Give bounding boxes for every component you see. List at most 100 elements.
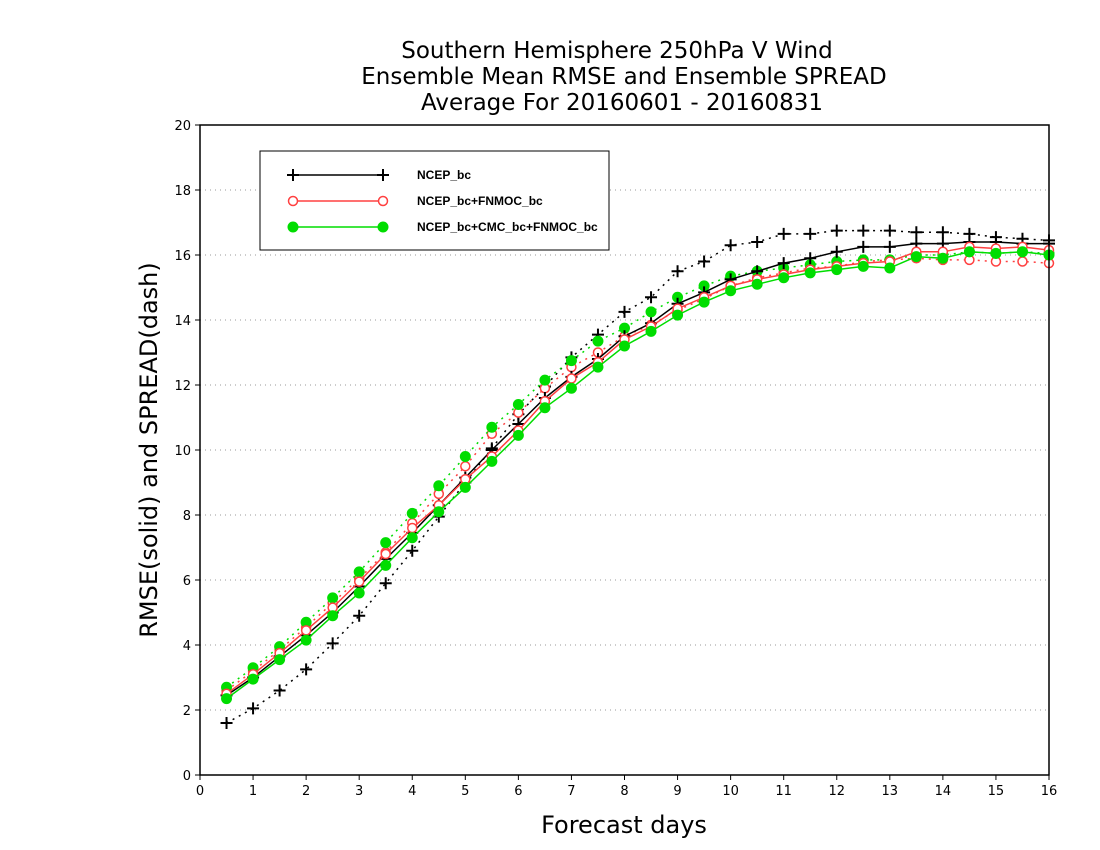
title-line-1: Southern Hemisphere 250hPa V Wind — [401, 38, 832, 64]
legend-label: NCEP_bc — [417, 168, 471, 182]
data-point-filled-circle — [857, 260, 869, 272]
data-point-filled-circle — [327, 610, 339, 622]
legend-item: NCEP_bc — [287, 168, 471, 182]
data-point-filled-circle — [937, 252, 949, 264]
data-point-filled-circle — [539, 374, 551, 386]
data-point-plus — [936, 226, 949, 239]
data-point-open-circle — [1017, 256, 1028, 267]
series-line — [226, 257, 1050, 692]
data-point-plus — [751, 236, 764, 248]
data-point-filled-circle — [619, 340, 630, 352]
data-point-filled-circle — [645, 306, 657, 318]
y-tick-label: 2 — [183, 704, 191, 719]
data-point-filled-circle — [884, 262, 896, 274]
x-tick-label: 16 — [1041, 784, 1058, 799]
data-point-filled-circle — [539, 402, 551, 414]
data-point-plus — [804, 227, 817, 240]
y-tick-label: 12 — [174, 379, 191, 394]
x-tick-label: 4 — [408, 784, 416, 799]
series-layer — [220, 224, 1055, 729]
x-tick-label: 5 — [461, 784, 469, 799]
data-point-plus — [830, 224, 843, 237]
data-point-filled-circle — [672, 309, 684, 321]
x-tick-label: 9 — [673, 784, 681, 799]
data-point-filled-circle — [353, 566, 365, 578]
data-point-filled-circle — [459, 481, 471, 493]
data-point-open-circle — [377, 195, 389, 207]
data-point-filled-circle — [380, 537, 392, 549]
y-tick-label: 4 — [183, 639, 191, 654]
series-ncep-bc-rmse — [220, 236, 1055, 702]
data-point-plus — [804, 252, 817, 265]
data-point-filled-circle — [247, 673, 259, 685]
x-tick-label: 6 — [514, 784, 522, 799]
x-axis-title: Forecast days — [541, 811, 707, 839]
data-point-filled-circle — [512, 429, 524, 441]
legend: NCEP_bc NCEP_bc+FNMOC_bc NCEP_bc+CMC_bc+FN… — [259, 150, 610, 251]
data-point-filled-circle — [377, 221, 389, 233]
data-point-plus — [247, 702, 260, 715]
data-point-plus — [220, 717, 233, 729]
data-point-open-circle — [380, 548, 391, 560]
chart-title: Southern Hemisphere 250hPa V Wind Ensemb… — [361, 38, 886, 116]
series-line — [226, 251, 1050, 688]
data-point-open-circle — [353, 576, 365, 587]
x-tick-label: 12 — [828, 784, 845, 799]
x-tick-label: 7 — [567, 784, 575, 799]
y-tick-label: 16 — [174, 249, 191, 264]
data-point-filled-circle — [433, 506, 445, 518]
x-tick-label: 13 — [882, 784, 899, 799]
series-line — [226, 229, 1050, 724]
x-tick-label: 8 — [620, 784, 628, 799]
data-point-filled-circle — [698, 296, 710, 308]
series-line — [226, 246, 1050, 695]
series-ncep-bc-spread — [220, 224, 1055, 729]
x-tick-label: 0 — [196, 784, 204, 799]
y-tick-label: 10 — [174, 444, 191, 459]
y-tick-label: 6 — [183, 574, 191, 589]
data-point-filled-circle — [831, 264, 843, 276]
legend-item: NCEP_bc+CMC_bc+FNMOC_bc — [287, 220, 598, 234]
x-tick-label: 1 — [249, 784, 257, 799]
data-point-filled-circle — [751, 278, 763, 290]
data-point-plus — [883, 240, 896, 253]
plot-frame — [199, 124, 1050, 776]
data-point-plus — [300, 663, 313, 676]
data-point-filled-circle — [380, 559, 392, 571]
data-point-filled-circle — [486, 421, 498, 433]
data-point-filled-circle — [645, 325, 657, 337]
data-point-plus — [671, 265, 684, 278]
data-point-filled-circle — [725, 285, 737, 297]
y-tick-label: 8 — [183, 509, 191, 524]
x-tick-label: 15 — [988, 784, 1005, 799]
data-point-plus — [353, 609, 366, 622]
data-point-filled-circle — [486, 455, 498, 467]
data-point-plus — [910, 226, 923, 239]
data-point-filled-circle — [300, 634, 312, 646]
data-point-plus — [273, 684, 286, 697]
data-point-open-circle — [460, 461, 471, 472]
data-point-filled-circle — [406, 532, 418, 544]
x-tick-label: 14 — [935, 784, 952, 799]
data-point-filled-circle — [327, 592, 339, 604]
data-point-filled-circle — [459, 451, 471, 462]
data-point-filled-circle — [565, 355, 577, 367]
y-tick-label: 0 — [183, 769, 191, 784]
data-point-filled-circle — [592, 335, 604, 347]
data-point-filled-circle — [274, 654, 286, 666]
data-point-plus — [406, 544, 419, 557]
series-ncep-bc-fnmoc-bc-rmse — [221, 241, 1055, 699]
series-ncep-bc-cmc-bc-fnmoc-bc-rmse — [221, 246, 1055, 705]
data-point-filled-circle — [990, 247, 1002, 259]
legend-item: NCEP_bc+FNMOC_bc — [287, 194, 543, 208]
y-tick-label: 14 — [174, 314, 191, 329]
data-point-open-circle — [300, 625, 312, 636]
y-axis-title: RMSE(solid) and SPREAD(dash) — [135, 262, 163, 638]
data-point-filled-circle — [433, 480, 445, 492]
data-point-filled-circle — [778, 272, 790, 284]
data-point-plus — [857, 240, 870, 253]
x-tick-label: 2 — [302, 784, 310, 799]
data-point-plus — [830, 245, 843, 258]
